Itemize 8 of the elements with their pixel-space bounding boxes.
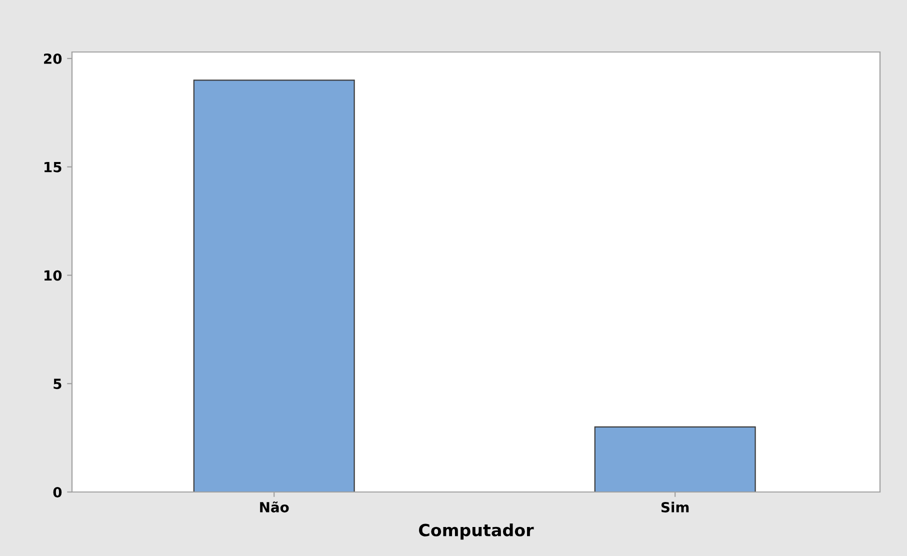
x-tick-label: Sim <box>661 502 689 512</box>
x-axis-title: Computador <box>419 523 534 540</box>
y-tick-label: 20 <box>44 53 62 64</box>
y-tick-label: 5 <box>54 378 62 390</box>
y-tick-label: 0 <box>53 486 62 498</box>
y-tick-label: 10 <box>44 270 62 281</box>
y-tick-label: 15 <box>44 162 62 172</box>
x-tick-label: Não <box>260 501 289 512</box>
